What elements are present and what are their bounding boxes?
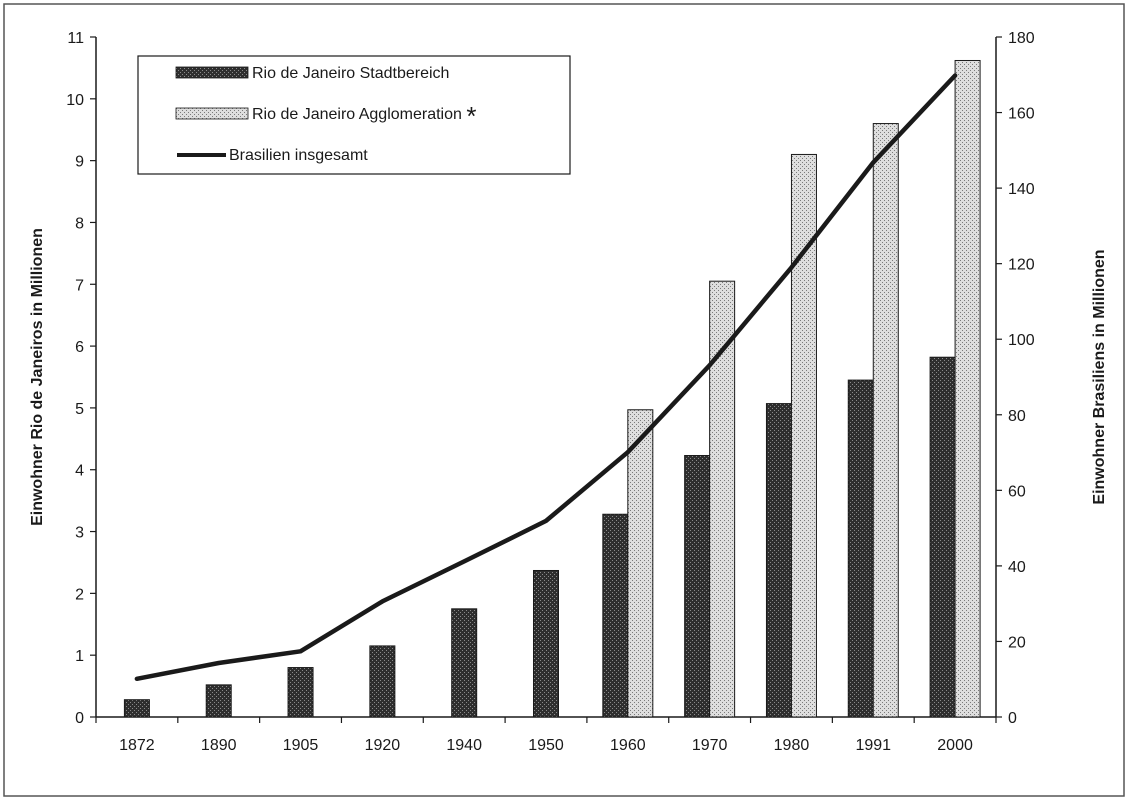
left-tick-label: 3: [75, 525, 84, 542]
bar-stadtbereich: [602, 513, 629, 718]
right-tick-label: 120: [1008, 257, 1035, 274]
bar-agglomeration: [709, 280, 736, 718]
legend-label-brasilien: Brasilien insgesamt: [229, 147, 368, 164]
bar-stadtbereich: [369, 645, 396, 718]
legend: Rio de Janeiro Stadtbereich Rio de Janei…: [137, 55, 571, 175]
left-tick-label: 7: [75, 277, 84, 294]
y2-axis-title: Einwohner Brasiliens in Millionen: [1091, 249, 1108, 504]
left-tick-label: 4: [75, 463, 84, 480]
right-tick-label: 180: [1008, 30, 1035, 47]
bar-stadtbereich: [205, 684, 232, 718]
y-axis-title: Einwohner Rio de Janeiros in Millionen: [29, 228, 46, 526]
bar-agglomeration: [872, 123, 899, 718]
x-tick-label: 1890: [201, 737, 237, 754]
x-tick-label: 1920: [365, 737, 401, 754]
x-ticks: 1872 1890 1905 1920 1940 1950 1960 1970 1980 1991…: [95, 717, 997, 754]
bar-stadtbereich: [765, 403, 792, 718]
bar-agglomeration: [954, 59, 981, 718]
right-tick-label: 160: [1008, 106, 1035, 123]
bar-stadtbereich: [929, 356, 956, 718]
left-tick-label: 10: [66, 92, 84, 109]
bar-stadtbereich: [847, 379, 874, 718]
left-tick-label: 1: [75, 648, 84, 665]
right-ticks: 0 20 40 60 80 100 120 140 160 180: [996, 30, 1035, 727]
left-tick-label: 9: [75, 154, 84, 171]
left-ticks: 0 1 2 3 4 5 6 7 8 9 10 11: [66, 30, 96, 727]
x-tick-label: 1991: [855, 737, 891, 754]
right-tick-label: 100: [1008, 332, 1035, 349]
legend-label-agglomeration-row: Rio de Janeiro Agglomeration *: [252, 101, 476, 131]
outer-border: [3, 3, 1125, 797]
right-tick-label: 20: [1008, 634, 1026, 651]
right-tick-label: 140: [1008, 181, 1035, 198]
x-tick-label: 1940: [446, 737, 482, 754]
x-tick-label: 1970: [692, 737, 728, 754]
bars-group: [123, 59, 981, 718]
legend-label-agglomeration: Rio de Janeiro Agglomeration: [252, 106, 462, 123]
legend-swatch-agglomeration: [175, 107, 249, 120]
bar-stadtbereich: [451, 608, 478, 718]
bar-stadtbereich: [533, 569, 559, 718]
x-tick-label: 2000: [937, 737, 973, 754]
left-tick-label: 8: [75, 215, 84, 232]
line-group: [134, 73, 958, 682]
x-tick-label: 1905: [283, 737, 319, 754]
bar-stadtbereich: [287, 667, 314, 718]
left-tick-label: 2: [75, 586, 84, 603]
bar-agglomeration: [627, 409, 654, 718]
right-tick-label: 80: [1008, 408, 1026, 425]
legend-asterisk: *: [466, 101, 476, 131]
bar-stadtbereich: [123, 699, 150, 718]
x-tick-label: 1950: [528, 737, 564, 754]
x-tick-label: 1980: [774, 737, 810, 754]
left-tick-label: 0: [75, 710, 84, 727]
x-tick-label: 1960: [610, 737, 646, 754]
right-tick-label: 60: [1008, 483, 1026, 500]
right-tick-label: 40: [1008, 559, 1026, 576]
x-tick-label: 1872: [119, 737, 155, 754]
legend-swatch-stadtbereich: [175, 66, 249, 79]
left-tick-label: 5: [75, 401, 84, 418]
bar-stadtbereich: [684, 455, 711, 718]
line-brasilien: [134, 73, 958, 682]
right-tick-label: 0: [1008, 710, 1017, 727]
left-tick-label: 6: [75, 339, 84, 356]
left-tick-label: 11: [67, 30, 84, 47]
legend-label-stadtbereich: Rio de Janeiro Stadtbereich: [252, 65, 449, 82]
